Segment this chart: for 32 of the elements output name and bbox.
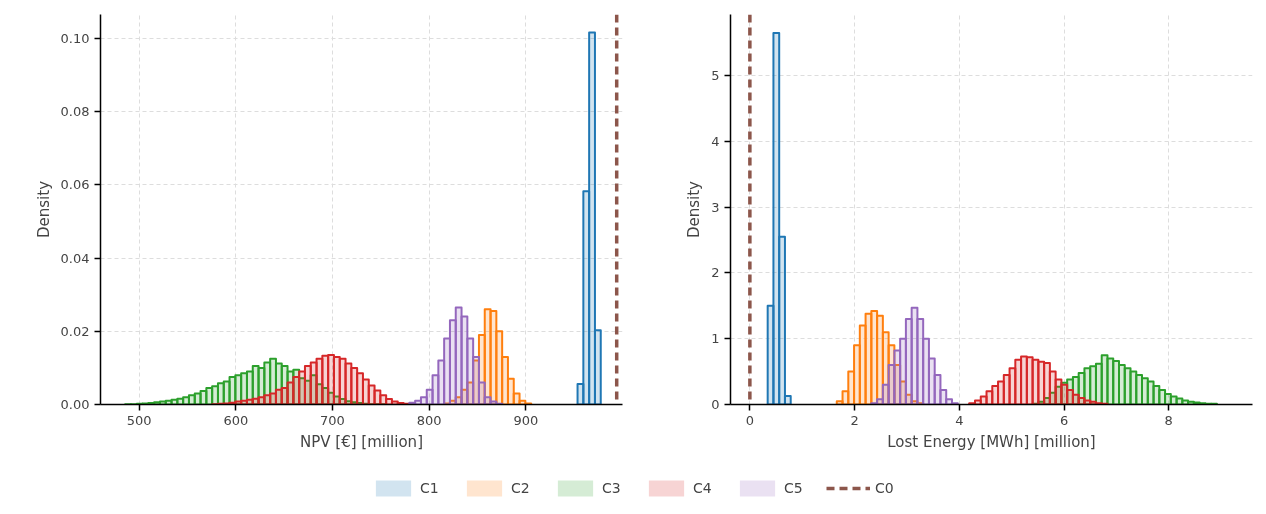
legend-label: C0	[875, 480, 895, 496]
x-tick-label: 700	[320, 412, 345, 428]
y-tick-label: 0.08	[60, 104, 90, 120]
y-tick-label: 5	[711, 68, 720, 84]
y-tick-label: 0.06	[60, 177, 90, 193]
y-tick-label: 0.00	[60, 397, 90, 412]
legend-label: C4	[693, 480, 713, 496]
y-tick-label: 0	[711, 397, 720, 412]
legend-label: C2	[511, 480, 531, 496]
x-tick-label: 4	[955, 412, 964, 428]
legend-label: C1	[420, 480, 440, 496]
x-tick-label: 800	[416, 412, 442, 428]
x-tick-label: 6	[1059, 412, 1069, 428]
y-tick-label: 0.10	[60, 30, 90, 46]
x-axis-title: NPV [€] [million]	[300, 432, 423, 451]
y-axis-title: Density	[685, 180, 704, 239]
y-tick-label: 0.04	[60, 250, 90, 266]
x-tick-label: 500	[126, 412, 152, 428]
x-tick-label: 900	[513, 412, 539, 428]
legend-label: C3	[602, 480, 622, 496]
x-tick-label: 8	[1164, 412, 1173, 428]
x-tick-label: 600	[223, 412, 249, 428]
y-tick-label: 0.02	[60, 323, 90, 339]
legend-label: C5	[784, 480, 804, 496]
y-axis-title: Density	[34, 180, 53, 239]
y-tick-label: 2	[711, 265, 720, 281]
y-tick-label: 3	[711, 199, 720, 215]
x-axis-title: Lost Energy [MWh] [million]	[887, 432, 1096, 451]
y-tick-label: 4	[711, 133, 720, 149]
x-tick-label: 2	[850, 412, 859, 428]
y-tick-label: 1	[711, 331, 720, 347]
x-tick-label: 0	[745, 412, 755, 428]
